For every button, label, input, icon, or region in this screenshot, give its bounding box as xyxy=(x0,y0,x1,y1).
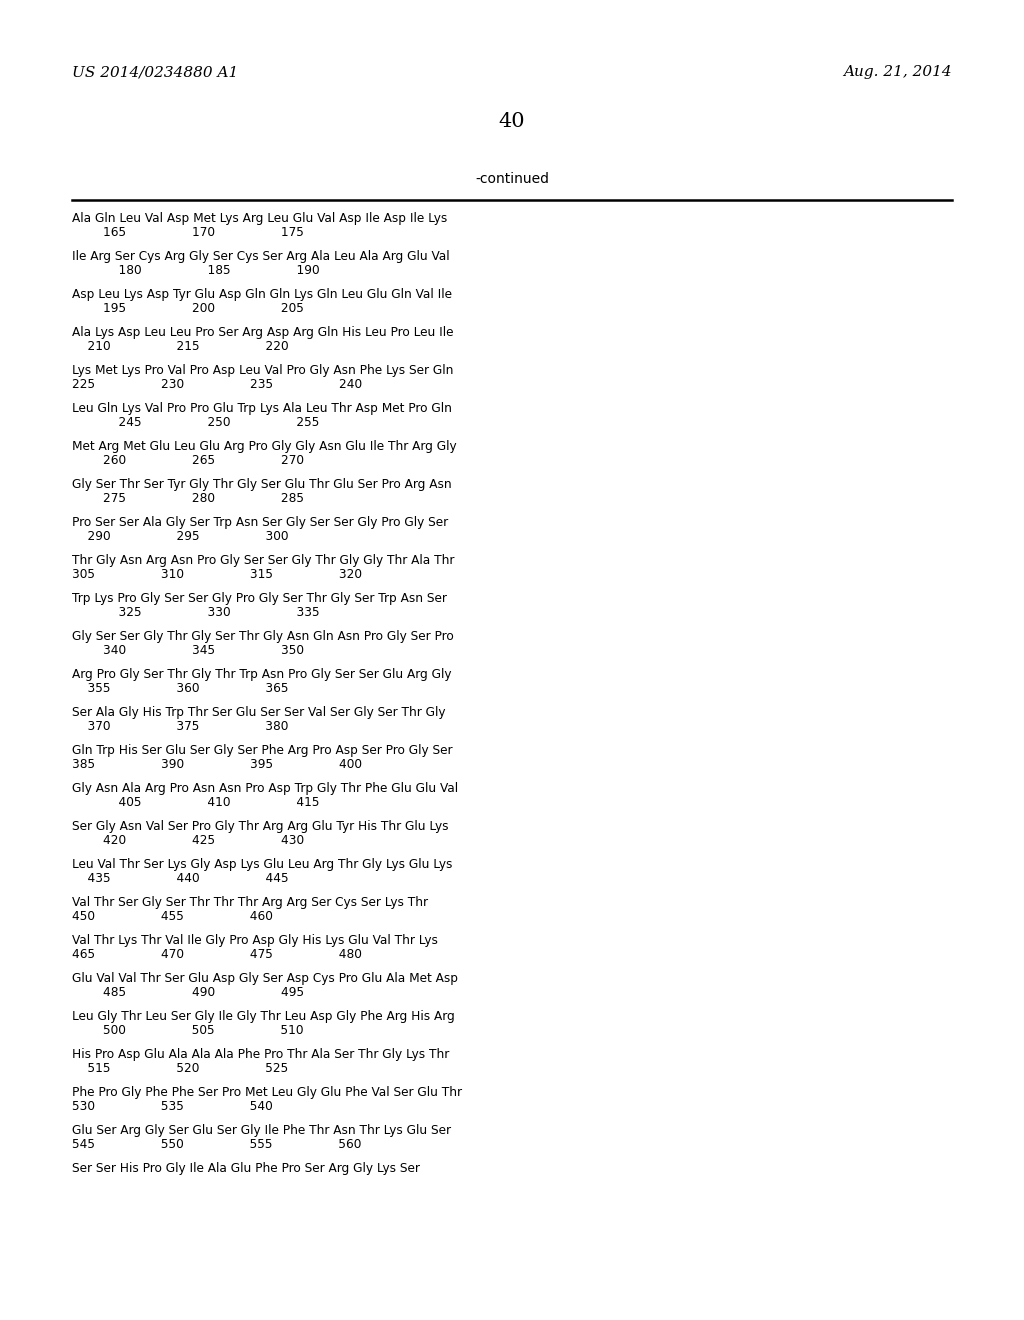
Text: 545                 550                 555                 560: 545 550 555 560 xyxy=(72,1138,361,1151)
Text: -continued: -continued xyxy=(475,172,549,186)
Text: Leu Gly Thr Leu Ser Gly Ile Gly Thr Leu Asp Gly Phe Arg His Arg: Leu Gly Thr Leu Ser Gly Ile Gly Thr Leu … xyxy=(72,1010,455,1023)
Text: US 2014/0234880 A1: US 2014/0234880 A1 xyxy=(72,65,239,79)
Text: 450                 455                 460: 450 455 460 xyxy=(72,911,272,924)
Text: Ser Ala Gly His Trp Thr Ser Glu Ser Ser Val Ser Gly Ser Thr Gly: Ser Ala Gly His Trp Thr Ser Glu Ser Ser … xyxy=(72,706,445,719)
Text: 420                 425                 430: 420 425 430 xyxy=(72,834,304,847)
Text: 325                 330                 335: 325 330 335 xyxy=(72,606,319,619)
Text: 405                 410                 415: 405 410 415 xyxy=(72,796,319,809)
Text: Gln Trp His Ser Glu Ser Gly Ser Phe Arg Pro Asp Ser Pro Gly Ser: Gln Trp His Ser Glu Ser Gly Ser Phe Arg … xyxy=(72,744,453,756)
Text: 515                 520                 525: 515 520 525 xyxy=(72,1063,288,1076)
Text: Gly Asn Ala Arg Pro Asn Asn Pro Asp Trp Gly Thr Phe Glu Glu Val: Gly Asn Ala Arg Pro Asn Asn Pro Asp Trp … xyxy=(72,781,458,795)
Text: 385                 390                 395                 400: 385 390 395 400 xyxy=(72,759,362,771)
Text: Val Thr Ser Gly Ser Thr Thr Thr Arg Arg Ser Cys Ser Lys Thr: Val Thr Ser Gly Ser Thr Thr Thr Arg Arg … xyxy=(72,896,428,909)
Text: Aug. 21, 2014: Aug. 21, 2014 xyxy=(844,65,952,79)
Text: Gly Ser Thr Ser Tyr Gly Thr Gly Ser Glu Thr Glu Ser Pro Arg Asn: Gly Ser Thr Ser Tyr Gly Thr Gly Ser Glu … xyxy=(72,478,452,491)
Text: Phe Pro Gly Phe Phe Ser Pro Met Leu Gly Glu Phe Val Ser Glu Thr: Phe Pro Gly Phe Phe Ser Pro Met Leu Gly … xyxy=(72,1086,462,1100)
Text: Lys Met Lys Pro Val Pro Asp Leu Val Pro Gly Asn Phe Lys Ser Gln: Lys Met Lys Pro Val Pro Asp Leu Val Pro … xyxy=(72,364,454,378)
Text: 340                 345                 350: 340 345 350 xyxy=(72,644,304,657)
Text: 210                 215                 220: 210 215 220 xyxy=(72,341,289,354)
Text: Leu Val Thr Ser Lys Gly Asp Lys Glu Leu Arg Thr Gly Lys Glu Lys: Leu Val Thr Ser Lys Gly Asp Lys Glu Leu … xyxy=(72,858,453,871)
Text: Ile Arg Ser Cys Arg Gly Ser Cys Ser Arg Ala Leu Ala Arg Glu Val: Ile Arg Ser Cys Arg Gly Ser Cys Ser Arg … xyxy=(72,249,450,263)
Text: 245                 250                 255: 245 250 255 xyxy=(72,417,319,429)
Text: Ser Ser His Pro Gly Ile Ala Glu Phe Pro Ser Arg Gly Lys Ser: Ser Ser His Pro Gly Ile Ala Glu Phe Pro … xyxy=(72,1162,420,1175)
Text: 180                 185                 190: 180 185 190 xyxy=(72,264,319,277)
Text: Gly Ser Ser Gly Thr Gly Ser Thr Gly Asn Gln Asn Pro Gly Ser Pro: Gly Ser Ser Gly Thr Gly Ser Thr Gly Asn … xyxy=(72,630,454,643)
Text: Thr Gly Asn Arg Asn Pro Gly Ser Ser Gly Thr Gly Gly Thr Ala Thr: Thr Gly Asn Arg Asn Pro Gly Ser Ser Gly … xyxy=(72,554,455,568)
Text: Ala Gln Leu Val Asp Met Lys Arg Leu Glu Val Asp Ile Asp Ile Lys: Ala Gln Leu Val Asp Met Lys Arg Leu Glu … xyxy=(72,213,447,224)
Text: Met Arg Met Glu Leu Glu Arg Pro Gly Gly Asn Glu Ile Thr Arg Gly: Met Arg Met Glu Leu Glu Arg Pro Gly Gly … xyxy=(72,440,457,453)
Text: 165                 170                 175: 165 170 175 xyxy=(72,227,304,239)
Text: Arg Pro Gly Ser Thr Gly Thr Trp Asn Pro Gly Ser Ser Glu Arg Gly: Arg Pro Gly Ser Thr Gly Thr Trp Asn Pro … xyxy=(72,668,452,681)
Text: Asp Leu Lys Asp Tyr Glu Asp Gln Gln Lys Gln Leu Glu Gln Val Ile: Asp Leu Lys Asp Tyr Glu Asp Gln Gln Lys … xyxy=(72,288,452,301)
Text: 195                 200                 205: 195 200 205 xyxy=(72,302,304,315)
Text: Glu Ser Arg Gly Ser Glu Ser Gly Ile Phe Thr Asn Thr Lys Glu Ser: Glu Ser Arg Gly Ser Glu Ser Gly Ile Phe … xyxy=(72,1125,451,1137)
Text: 530                 535                 540: 530 535 540 xyxy=(72,1101,272,1114)
Text: His Pro Asp Glu Ala Ala Ala Phe Pro Thr Ala Ser Thr Gly Lys Thr: His Pro Asp Glu Ala Ala Ala Phe Pro Thr … xyxy=(72,1048,450,1061)
Text: Val Thr Lys Thr Val Ile Gly Pro Asp Gly His Lys Glu Val Thr Lys: Val Thr Lys Thr Val Ile Gly Pro Asp Gly … xyxy=(72,935,438,946)
Text: 40: 40 xyxy=(499,112,525,131)
Text: 370                 375                 380: 370 375 380 xyxy=(72,721,289,734)
Text: Leu Gln Lys Val Pro Pro Glu Trp Lys Ala Leu Thr Asp Met Pro Gln: Leu Gln Lys Val Pro Pro Glu Trp Lys Ala … xyxy=(72,403,452,414)
Text: 465                 470                 475                 480: 465 470 475 480 xyxy=(72,949,361,961)
Text: Ala Lys Asp Leu Leu Pro Ser Arg Asp Arg Gln His Leu Pro Leu Ile: Ala Lys Asp Leu Leu Pro Ser Arg Asp Arg … xyxy=(72,326,454,339)
Text: 500                 505                 510: 500 505 510 xyxy=(72,1024,303,1038)
Text: Trp Lys Pro Gly Ser Ser Gly Pro Gly Ser Thr Gly Ser Trp Asn Ser: Trp Lys Pro Gly Ser Ser Gly Pro Gly Ser … xyxy=(72,591,446,605)
Text: Glu Val Val Thr Ser Glu Asp Gly Ser Asp Cys Pro Glu Ala Met Asp: Glu Val Val Thr Ser Glu Asp Gly Ser Asp … xyxy=(72,972,458,985)
Text: 485                 490                 495: 485 490 495 xyxy=(72,986,304,999)
Text: 275                 280                 285: 275 280 285 xyxy=(72,492,304,506)
Text: 225                 230                 235                 240: 225 230 235 240 xyxy=(72,379,362,392)
Text: 305                 310                 315                 320: 305 310 315 320 xyxy=(72,569,362,582)
Text: 435                 440                 445: 435 440 445 xyxy=(72,873,289,886)
Text: Ser Gly Asn Val Ser Pro Gly Thr Arg Arg Glu Tyr His Thr Glu Lys: Ser Gly Asn Val Ser Pro Gly Thr Arg Arg … xyxy=(72,820,449,833)
Text: Pro Ser Ser Ala Gly Ser Trp Asn Ser Gly Ser Ser Gly Pro Gly Ser: Pro Ser Ser Ala Gly Ser Trp Asn Ser Gly … xyxy=(72,516,449,529)
Text: 260                 265                 270: 260 265 270 xyxy=(72,454,304,467)
Text: 355                 360                 365: 355 360 365 xyxy=(72,682,289,696)
Text: 290                 295                 300: 290 295 300 xyxy=(72,531,289,544)
